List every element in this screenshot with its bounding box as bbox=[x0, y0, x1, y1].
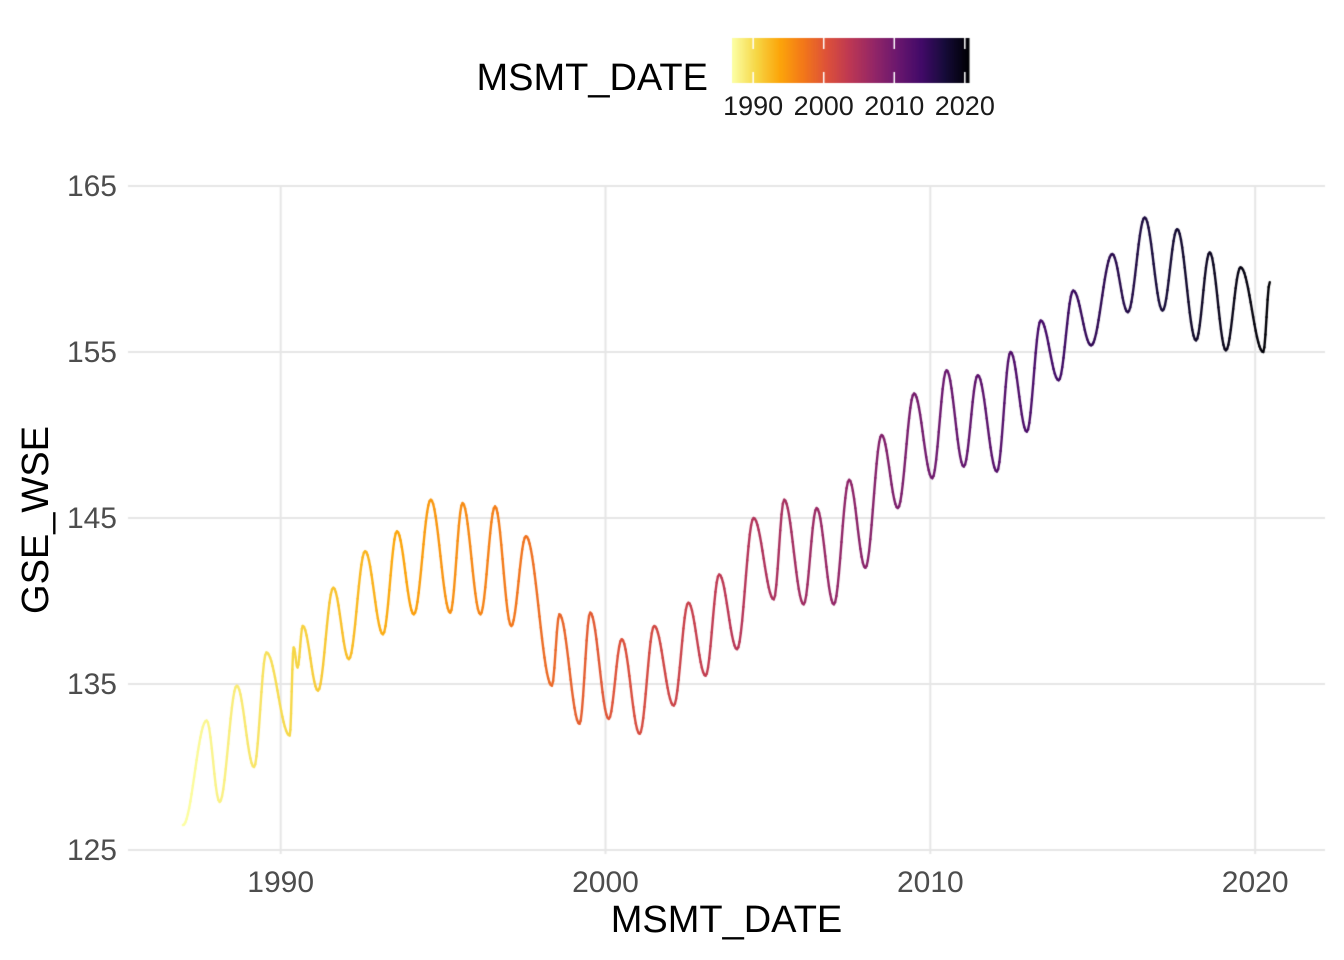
legend-tick-label: 2010 bbox=[864, 91, 925, 121]
legend-title: MSMT_DATE bbox=[476, 57, 708, 99]
legend-tick-label: 2000 bbox=[793, 91, 854, 121]
x-axis-title: MSMT_DATE bbox=[610, 899, 843, 941]
y-tick-label: 125 bbox=[66, 834, 117, 868]
y-tick-label: 145 bbox=[66, 502, 117, 535]
x-tick-label: 2010 bbox=[896, 866, 964, 899]
x-tick-label: 1990 bbox=[247, 866, 315, 899]
y-tick-label: 165 bbox=[66, 169, 117, 203]
legend-tick-label: 1990 bbox=[723, 91, 784, 121]
x-tick-label: 2000 bbox=[572, 866, 639, 899]
y-tick-label: 135 bbox=[66, 668, 117, 701]
legend-tick-label: 2020 bbox=[934, 91, 995, 121]
x-tick-label: 2020 bbox=[1221, 866, 1289, 899]
y-tick-label: 155 bbox=[66, 336, 117, 369]
